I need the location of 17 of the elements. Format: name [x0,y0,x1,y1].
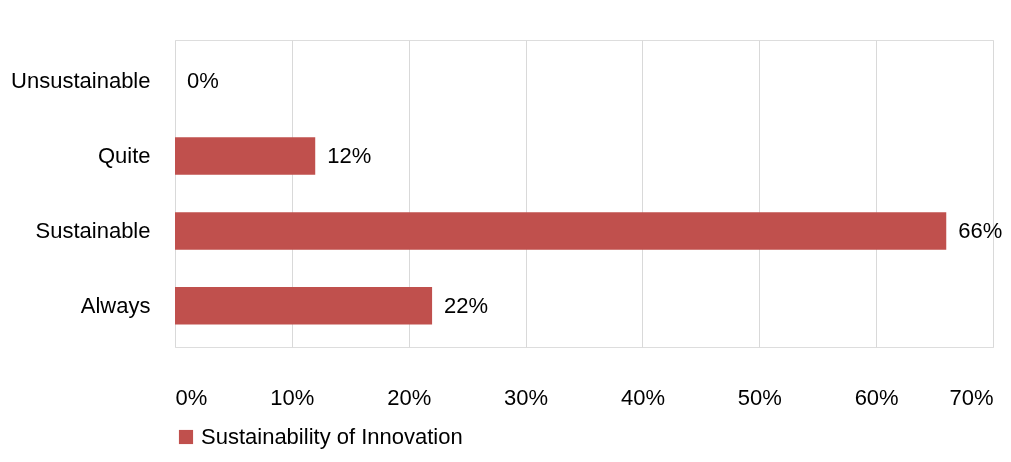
x-tick-label: 70% [949,384,994,410]
y-tick-label: Unsustainable [11,68,151,94]
data-label: 0% [187,68,219,94]
data-label: 66% [958,217,1003,243]
x-tick-label: 30% [504,384,549,410]
x-tick-label: 60% [854,384,899,410]
data-label: 22% [444,292,489,318]
x-tick-label: 20% [387,384,432,410]
x-tick-label: 40% [620,384,665,410]
data-label: 12% [327,143,372,169]
x-tick-label: 10% [270,384,315,410]
x-tick-label: 0% [175,384,208,410]
y-tick-label: Quite [97,143,151,169]
legend-label: Sustainability of Innovation [201,424,463,449]
x-tick-label: 50% [737,384,782,410]
y-tick-label: Sustainable [35,217,151,243]
y-tick-label: Always [80,292,151,318]
